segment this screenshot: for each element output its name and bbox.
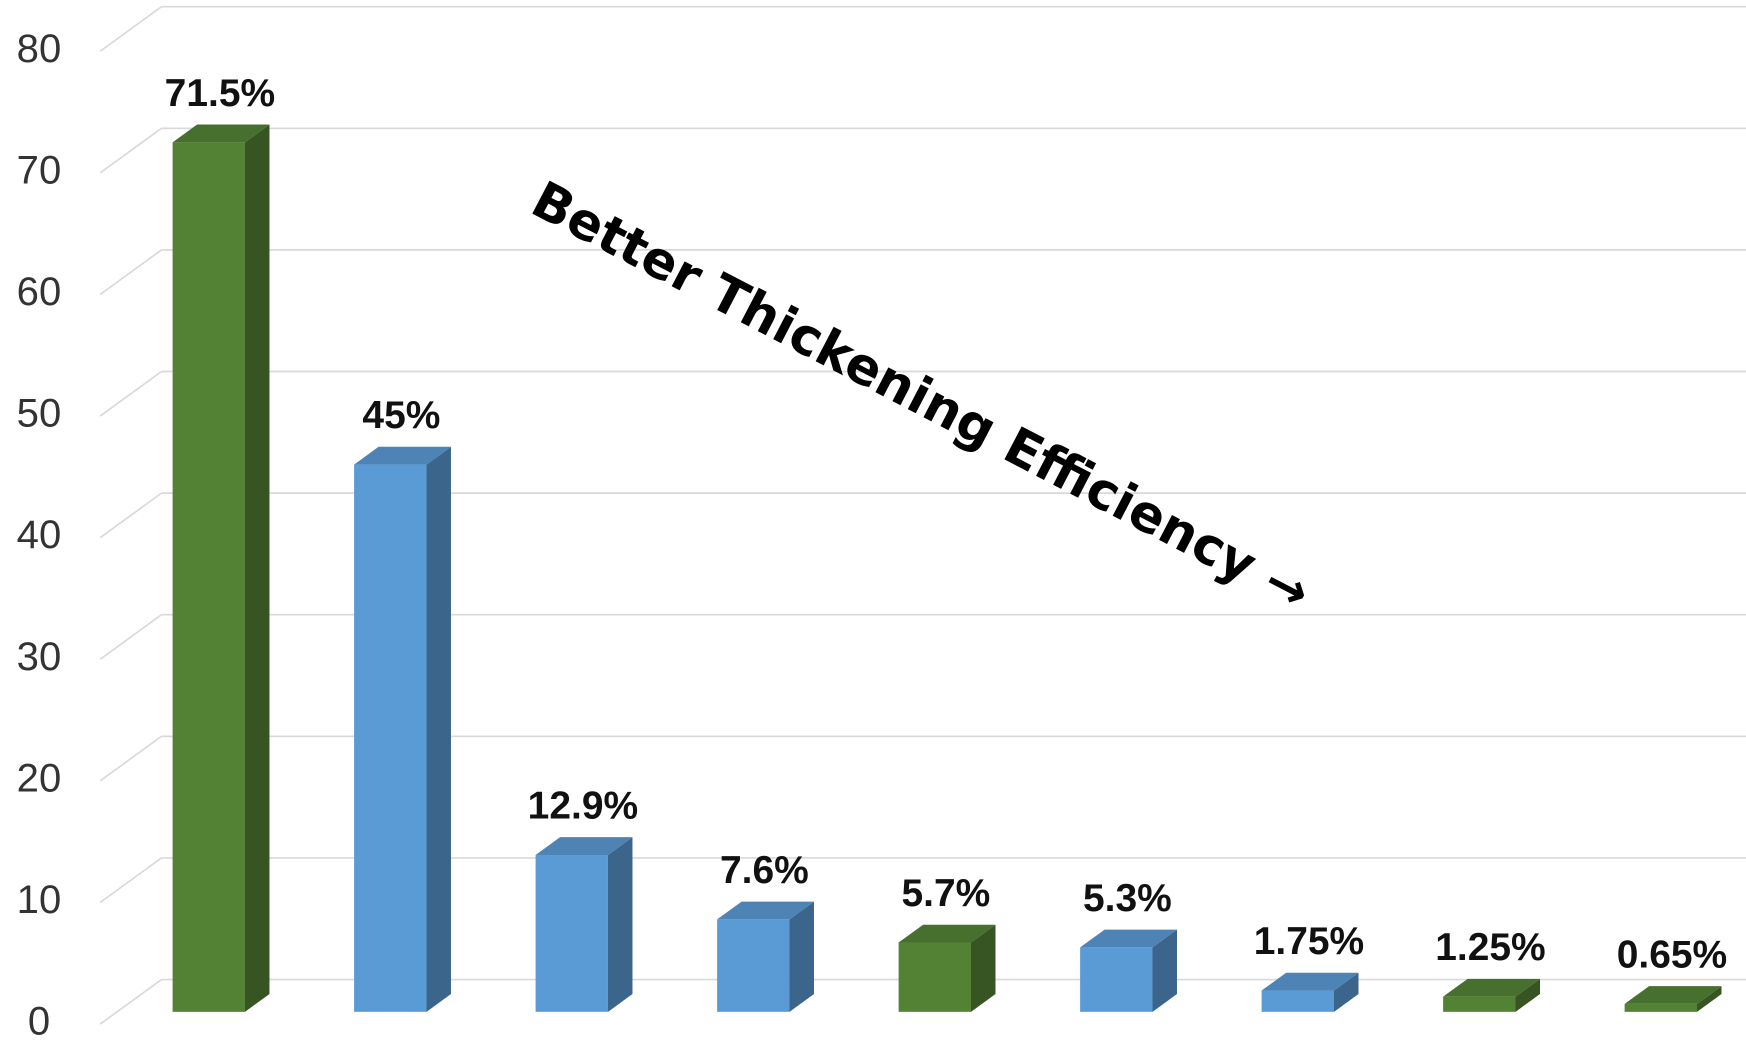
bar (717, 919, 790, 1012)
grid-line (99, 127, 162, 174)
grid-line (99, 492, 162, 539)
value-label: 5.3% (1083, 877, 1172, 920)
bar-side (1333, 972, 1359, 1012)
y-tick-label: 10 (17, 878, 62, 922)
bar (1624, 1003, 1698, 1012)
bar-group: 5.7% (898, 872, 996, 1012)
bar-group: 0.65% (1617, 933, 1727, 1012)
bar-top (1080, 929, 1177, 948)
grid-line (99, 6, 162, 52)
grid-line (99, 735, 162, 782)
bar-side (1515, 978, 1540, 1012)
bar (354, 464, 427, 1012)
bar-group: 12.9% (528, 785, 638, 1012)
bar-top (717, 901, 814, 920)
bar-top (898, 924, 996, 943)
bar-group: 45% (354, 394, 451, 1012)
bar (172, 142, 245, 1012)
y-tick-label: 0 (28, 1000, 50, 1043)
bar-group: 7.6% (717, 849, 814, 1012)
bar-side (970, 924, 996, 1012)
grid-line (99, 857, 162, 904)
grid-line (99, 249, 162, 296)
bar-top (535, 837, 633, 855)
y-tick-label: 20 (17, 756, 62, 800)
value-label: 1.75% (1254, 920, 1364, 963)
grid-line (99, 978, 162, 1025)
y-tick-label: 70 (17, 148, 62, 192)
value-label: 7.6% (720, 849, 809, 892)
bar (1443, 996, 1516, 1012)
bar-side (426, 446, 451, 1012)
bar (1261, 990, 1334, 1012)
bar (535, 854, 608, 1012)
value-label: 0.65% (1617, 933, 1727, 976)
bar-side (1697, 986, 1722, 1012)
y-tick-label: 50 (17, 392, 62, 436)
bar-top (172, 124, 270, 143)
annotation: Better Thickening Efficiency → (522, 170, 1320, 624)
bars: 71.5% 45% 12.9% 7.6% 5.7% 5.3% 1.75% 1.25% 0.65% (165, 72, 1727, 1012)
value-label: 45% (362, 394, 440, 437)
grid-line (99, 370, 162, 417)
bar-side (607, 837, 633, 1012)
bar-group: 5.3% (1080, 877, 1177, 1012)
y-tick-label: 80 (17, 27, 62, 71)
bar-side (1152, 929, 1177, 1012)
y-tick-label: 40 (17, 513, 62, 557)
y-tick-label: 60 (17, 270, 62, 314)
bar-group: 1.75% (1254, 920, 1364, 1012)
value-label: 5.7% (902, 872, 991, 915)
bar-side (789, 901, 814, 1012)
bar-group: 1.25% (1435, 926, 1546, 1012)
value-label: 12.9% (528, 785, 638, 828)
grid: 0 10 20 30 40 50 60 70 80 (17, 5, 1746, 1043)
bar (1080, 947, 1153, 1012)
y-tick-label: 30 (17, 635, 62, 679)
bar-top (1624, 986, 1722, 1004)
bar-group: 71.5% (165, 72, 275, 1012)
value-label: 1.25% (1435, 926, 1545, 969)
bar-side (244, 124, 270, 1012)
value-label: 71.5% (165, 72, 275, 115)
bar-top (1261, 972, 1359, 991)
bar-top (354, 446, 451, 465)
bar (898, 942, 971, 1012)
grid-line (99, 614, 162, 660)
bar-top (1443, 978, 1540, 997)
